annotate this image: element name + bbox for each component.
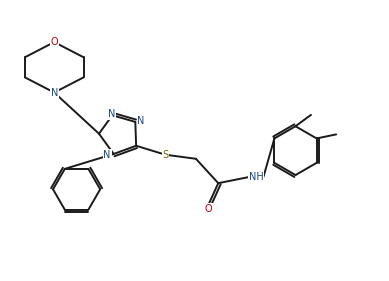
Text: N: N	[137, 116, 145, 126]
Text: NH: NH	[249, 172, 263, 182]
Text: O: O	[204, 204, 212, 214]
Text: N: N	[51, 87, 58, 98]
Text: O: O	[51, 37, 58, 47]
Text: S: S	[162, 150, 168, 160]
Text: N: N	[103, 150, 111, 160]
Text: N: N	[108, 110, 115, 119]
